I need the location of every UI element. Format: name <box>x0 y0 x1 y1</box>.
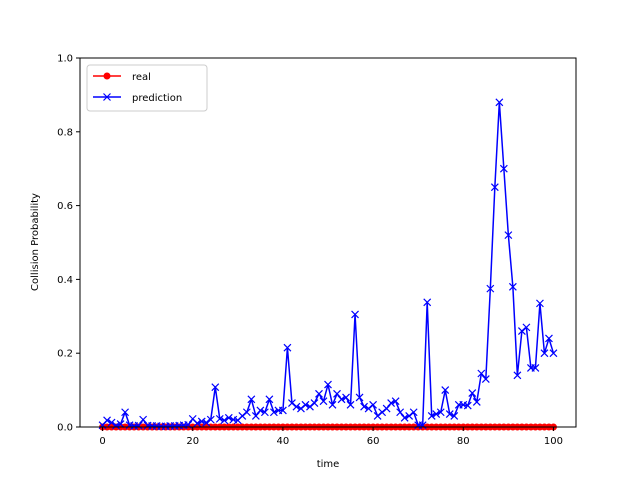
point-prediction <box>107 418 116 427</box>
point-prediction <box>206 415 215 424</box>
legend-prediction-label: prediction <box>132 93 182 104</box>
point-prediction <box>103 416 111 425</box>
point-prediction <box>337 395 346 404</box>
point-prediction <box>400 413 409 422</box>
point-prediction <box>342 393 350 402</box>
legend-prediction-marker <box>103 93 111 101</box>
x-tick-label: 20 <box>186 436 199 447</box>
plot-frame <box>79 57 577 428</box>
point-prediction <box>472 397 481 406</box>
series-layer <box>98 98 558 431</box>
point-prediction <box>324 380 332 389</box>
point-prediction <box>540 349 549 358</box>
point-prediction <box>112 421 120 430</box>
point-prediction <box>260 408 269 417</box>
y-tick-label: 0.0 <box>57 423 73 434</box>
x-tick-label: 60 <box>367 436 380 447</box>
point-prediction <box>310 399 319 407</box>
point-prediction <box>360 402 368 411</box>
point-prediction <box>468 389 477 397</box>
y-axis-label: Collision Probability <box>30 193 41 291</box>
x-axis-label: time <box>317 459 340 470</box>
point-prediction <box>139 415 148 424</box>
point-prediction <box>278 406 287 415</box>
point-prediction <box>369 400 378 409</box>
point-prediction <box>202 418 211 427</box>
point-prediction <box>265 395 274 404</box>
point-prediction <box>283 343 292 352</box>
point-prediction <box>134 421 143 430</box>
point-prediction <box>301 400 310 409</box>
point-prediction <box>346 400 355 409</box>
point-prediction <box>242 408 251 417</box>
point-prediction <box>292 402 301 411</box>
point-prediction <box>116 420 125 428</box>
point-prediction <box>409 408 418 417</box>
point-prediction <box>251 412 260 420</box>
point-prediction <box>351 310 359 319</box>
point-prediction <box>432 410 441 419</box>
legend-real-marker <box>103 72 111 80</box>
point-prediction <box>477 369 486 378</box>
ticks-layer: 0 20 40 60 80 100 0.0 0.2 0.4 0.6 0.8 1.0 <box>57 54 563 448</box>
point-prediction <box>215 414 224 423</box>
point-prediction <box>536 299 544 308</box>
point-prediction <box>531 364 540 372</box>
point-prediction <box>328 400 337 409</box>
point-prediction <box>522 323 531 332</box>
x-tick-label: 0 <box>99 436 105 447</box>
point-prediction <box>549 349 558 358</box>
point-prediction <box>315 389 323 398</box>
y-tick-label: 0.8 <box>57 127 73 138</box>
point-prediction <box>436 408 445 417</box>
point-prediction <box>427 412 436 420</box>
point-prediction <box>495 98 504 107</box>
point-prediction <box>319 397 328 406</box>
point-prediction <box>499 164 508 173</box>
legend: real prediction <box>86 64 208 112</box>
point-prediction <box>481 375 490 383</box>
point-prediction <box>333 389 341 398</box>
point-prediction <box>224 413 233 422</box>
point-prediction <box>121 408 130 417</box>
x-tick-label: 80 <box>457 436 470 447</box>
point-prediction <box>463 401 472 410</box>
legend-real-label: real <box>132 72 151 83</box>
point-prediction <box>508 282 517 291</box>
point-prediction <box>445 410 454 419</box>
point-prediction <box>247 395 256 404</box>
point-prediction <box>387 399 396 407</box>
point-prediction <box>211 383 220 392</box>
point-prediction <box>545 334 553 343</box>
point-prediction <box>513 371 522 380</box>
point-prediction <box>396 408 405 417</box>
point-prediction <box>486 284 495 293</box>
point-prediction <box>269 408 278 417</box>
series-prediction <box>98 98 558 431</box>
point-prediction <box>441 386 450 395</box>
point-prediction <box>382 404 391 413</box>
series-line-prediction <box>102 101 555 428</box>
x-tick-label: 100 <box>544 436 563 447</box>
point-prediction <box>391 397 400 406</box>
point-prediction <box>490 183 499 192</box>
point-prediction <box>193 419 202 428</box>
y-tick-label: 0.6 <box>57 201 73 212</box>
point-prediction <box>423 298 432 307</box>
point-prediction <box>197 417 206 426</box>
point-prediction <box>355 393 364 402</box>
y-tick-label: 0.4 <box>57 275 73 286</box>
point-prediction <box>220 416 229 425</box>
y-tick-label: 1.0 <box>57 54 73 65</box>
x-tick-label: 40 <box>277 436 290 447</box>
point-prediction <box>504 231 513 240</box>
point-prediction <box>256 406 265 415</box>
y-tick-label: 0.2 <box>57 349 73 360</box>
point-prediction <box>450 412 459 420</box>
